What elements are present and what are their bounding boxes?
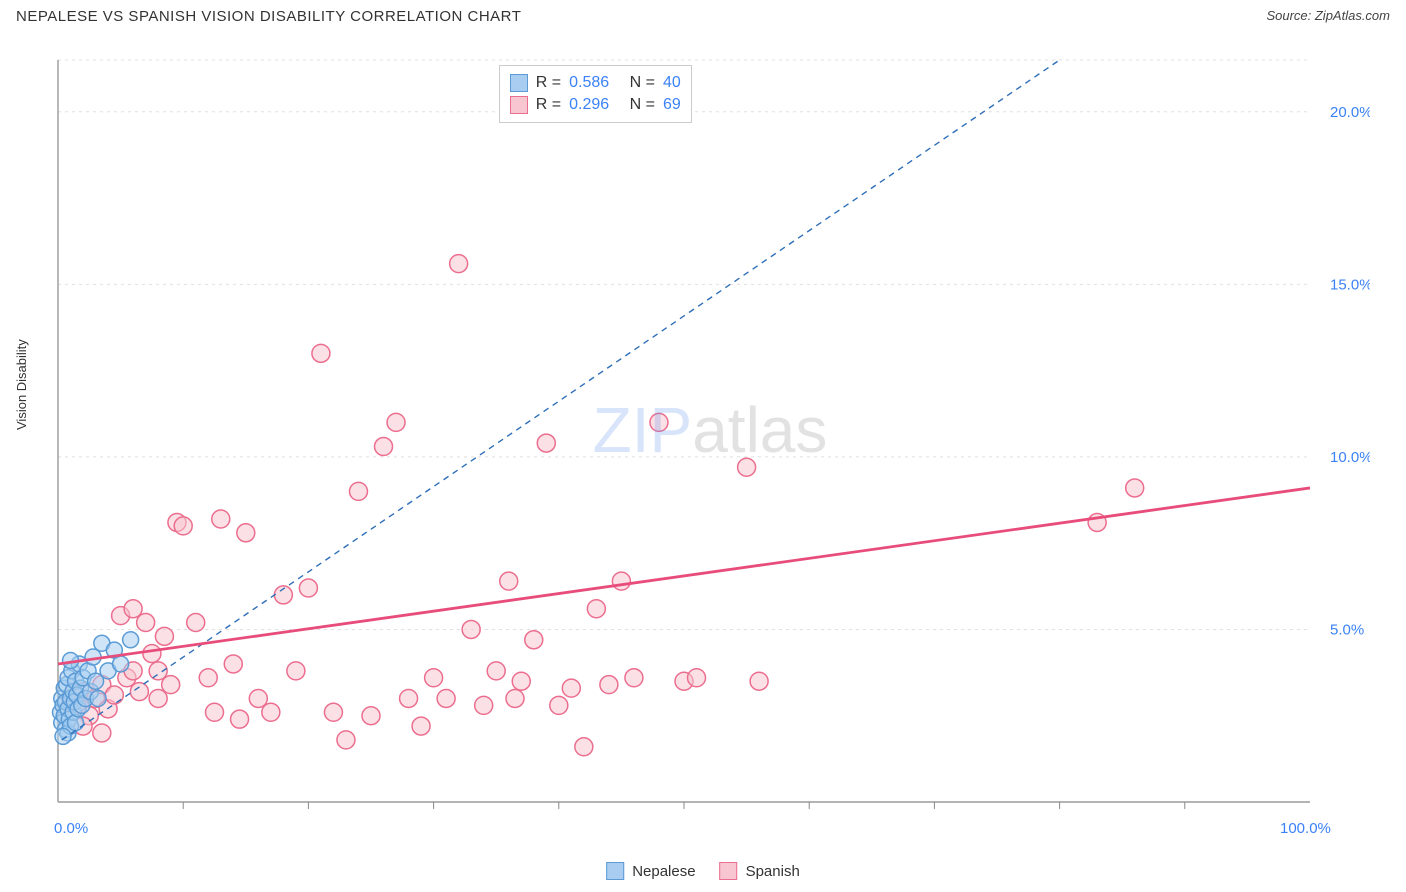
pink-point (425, 669, 443, 687)
y-tick-label: 10.0% (1330, 449, 1370, 466)
legend-item-pink: Spanish (720, 862, 800, 880)
pink-point (387, 413, 405, 431)
stat-row-blue: R = 0.586 N = 40 (510, 72, 681, 94)
blue-point (123, 632, 139, 648)
pink-point (500, 572, 518, 590)
scatter-chart: 5.0% 10.0% 15.0% 20.0% (50, 50, 1370, 810)
legend-swatch-pink (720, 862, 738, 880)
pink-point (412, 717, 430, 735)
pink-point (562, 679, 580, 697)
blue-point (113, 656, 129, 672)
pink-point (525, 631, 543, 649)
pink-point (93, 724, 111, 742)
pink-point (143, 645, 161, 663)
pink-point (337, 731, 355, 749)
y-tick-label: 15.0% (1330, 276, 1370, 293)
source-label: Source: ZipAtlas.com (1266, 8, 1390, 23)
pink-point (149, 662, 167, 680)
y-tick-label: 5.0% (1330, 621, 1364, 638)
pink-point (312, 344, 330, 362)
pink-point (612, 572, 630, 590)
pink-point (224, 655, 242, 673)
y-tick-label: 20.0% (1330, 104, 1370, 121)
blue-point (55, 728, 71, 744)
pink-point (512, 672, 530, 690)
pink-point (750, 672, 768, 690)
pink-point (738, 458, 756, 476)
blue-point (90, 690, 106, 706)
pink-point (199, 669, 217, 687)
pink-point (187, 614, 205, 632)
pink-point (587, 600, 605, 618)
pink-point (349, 482, 367, 500)
pink-point (262, 703, 280, 721)
blue-trend-line (62, 60, 1060, 740)
pink-point (105, 686, 123, 704)
stat-row-pink: R = 0.296 N = 69 (510, 94, 681, 116)
pink-point (450, 255, 468, 273)
legend-swatch-pink (510, 96, 528, 114)
pink-point (506, 689, 524, 707)
chart-plot-area: 5.0%10.0%15.0%20.0% ZIPatlas R = 0.586 N… (50, 50, 1370, 810)
correlation-stats-box: R = 0.586 N = 40 R = 0.296 N = 69 (499, 65, 692, 123)
pink-point (1126, 479, 1144, 497)
pink-point (362, 707, 380, 725)
pink-point (600, 676, 618, 694)
x-axis-max-label: 100.0% (1280, 820, 1331, 837)
pink-point (237, 524, 255, 542)
pink-point (324, 703, 342, 721)
pink-point (130, 683, 148, 701)
pink-point (212, 510, 230, 528)
legend-swatch-blue (510, 74, 528, 92)
pink-trend-line (58, 488, 1310, 664)
pink-point (650, 413, 668, 431)
pink-point (437, 689, 455, 707)
pink-point (155, 627, 173, 645)
pink-point (375, 438, 393, 456)
pink-point (174, 517, 192, 535)
pink-point (206, 703, 224, 721)
pink-point (475, 696, 493, 714)
pink-point (287, 662, 305, 680)
pink-point (537, 434, 555, 452)
pink-point (400, 689, 418, 707)
pink-point (137, 614, 155, 632)
pink-point (299, 579, 317, 597)
pink-point (688, 669, 706, 687)
chart-title: NEPALESE VS SPANISH VISION DISABILITY CO… (16, 8, 521, 25)
legend-item-blue: Nepalese (606, 862, 695, 880)
x-axis-min-label: 0.0% (54, 820, 88, 837)
pink-point (462, 620, 480, 638)
pink-point (575, 738, 593, 756)
pink-point (231, 710, 249, 728)
legend-swatch-blue (606, 862, 624, 880)
legend-label: Spanish (746, 863, 800, 880)
pink-point (487, 662, 505, 680)
y-axis-label: Vision Disability (14, 339, 29, 430)
pink-point (625, 669, 643, 687)
legend-label: Nepalese (632, 863, 695, 880)
pink-point (550, 696, 568, 714)
series-legend: Nepalese Spanish (606, 862, 800, 880)
